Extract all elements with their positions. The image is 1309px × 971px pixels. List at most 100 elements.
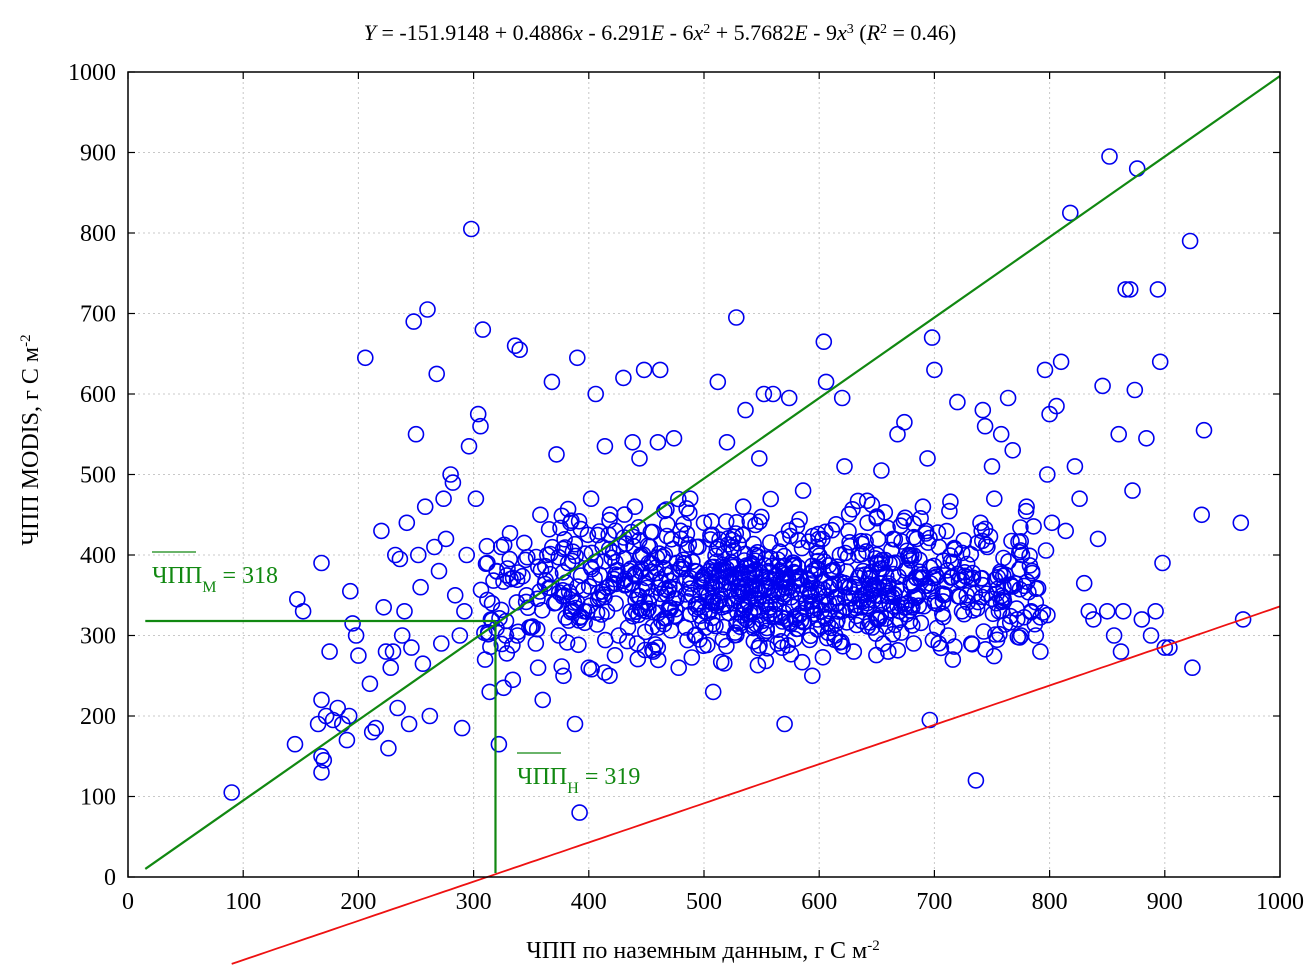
data-point xyxy=(460,437,478,455)
data-point xyxy=(817,587,835,605)
data-point xyxy=(1181,232,1199,250)
data-point xyxy=(1156,639,1174,656)
data-point xyxy=(444,474,462,491)
y-tick-label: 800 xyxy=(80,221,116,247)
data-point xyxy=(582,490,600,508)
data-point xyxy=(504,569,522,587)
data-point xyxy=(897,595,914,613)
data-point xyxy=(761,598,779,616)
data-point xyxy=(506,337,524,355)
data-point xyxy=(382,659,400,677)
data-point xyxy=(663,530,680,548)
data-point xyxy=(412,578,429,596)
data-point xyxy=(817,373,835,391)
data-point xyxy=(338,731,356,749)
data-point xyxy=(934,585,951,603)
data-point xyxy=(919,450,936,467)
data-point xyxy=(683,649,701,666)
y-tick-label: 0 xyxy=(104,865,116,891)
data-point xyxy=(978,585,995,603)
data-point xyxy=(1184,659,1201,677)
data-point xyxy=(294,602,312,620)
data-point xyxy=(814,648,832,666)
data-point xyxy=(501,550,519,568)
data-point xyxy=(286,735,304,753)
data-point xyxy=(687,596,705,613)
data-point xyxy=(556,539,574,556)
data-point xyxy=(491,609,508,627)
data-point xyxy=(879,519,896,537)
data-point xyxy=(966,585,984,603)
data-point xyxy=(367,719,385,737)
data-point xyxy=(479,591,496,609)
data-point xyxy=(554,581,572,599)
data-point xyxy=(762,550,780,567)
data-point xyxy=(601,506,619,523)
ground-mean-label: ЧППН = 319 xyxy=(517,764,640,797)
data-point xyxy=(908,530,926,548)
data-point xyxy=(386,546,404,564)
data-point xyxy=(992,425,1010,443)
data-point xyxy=(873,560,891,578)
data-point xyxy=(1117,281,1134,298)
data-point xyxy=(780,389,798,407)
data-point xyxy=(840,505,858,523)
x-axis-title: ЧПП по наземным данным, г С м-2 xyxy=(526,938,879,964)
data-point xyxy=(811,547,828,565)
data-point xyxy=(766,608,783,626)
data-point xyxy=(958,555,976,573)
data-point xyxy=(631,450,648,467)
reference-lines xyxy=(144,75,1281,965)
data-point xyxy=(955,605,973,623)
data-point xyxy=(313,554,330,572)
data-point xyxy=(421,707,439,725)
data-point xyxy=(555,667,572,685)
data-point xyxy=(964,564,982,582)
data-point xyxy=(672,558,690,576)
data-point xyxy=(892,517,909,535)
data-point xyxy=(782,645,800,663)
data-point xyxy=(727,309,745,326)
data-point xyxy=(782,588,800,606)
data-point xyxy=(874,635,892,653)
data-point xyxy=(726,624,744,641)
data-point xyxy=(822,619,840,637)
data-point xyxy=(1001,614,1019,631)
data-point xyxy=(534,691,552,709)
data-point xyxy=(550,548,568,566)
data-point xyxy=(504,636,521,654)
data-point xyxy=(462,220,480,238)
data-point xyxy=(627,603,645,620)
data-point xyxy=(953,544,971,562)
data-point xyxy=(1232,514,1250,532)
data-point xyxy=(903,617,921,634)
data-point xyxy=(731,618,749,636)
data-point xyxy=(1010,543,1028,561)
data-point xyxy=(808,600,826,618)
data-points xyxy=(223,148,1252,821)
data-point xyxy=(553,658,571,675)
data-point xyxy=(550,584,568,601)
data-point xyxy=(785,556,803,574)
data-point xyxy=(556,530,573,548)
axis-ticks: 0 100 200 300 400 500 600 700 800 900 1000 0 100 200 3… xyxy=(68,60,1304,915)
data-point xyxy=(1133,611,1151,628)
data-point xyxy=(938,522,955,540)
data-point xyxy=(552,519,569,537)
chart-title-equation: Y = -151.9148 + 0.4886x - 6.291E - 6x2 +… xyxy=(364,20,957,45)
data-point xyxy=(707,547,724,565)
data-point xyxy=(772,570,790,588)
data-point xyxy=(774,573,791,590)
data-point xyxy=(824,562,842,580)
data-point xyxy=(1017,502,1035,520)
data-point xyxy=(786,608,803,626)
data-point xyxy=(630,531,648,549)
data-point xyxy=(514,567,531,585)
data-point xyxy=(324,711,342,729)
data-point xyxy=(772,632,790,650)
data-point xyxy=(391,550,409,568)
data-point xyxy=(495,679,512,697)
data-point xyxy=(737,401,754,419)
data-point xyxy=(755,624,773,642)
data-point xyxy=(1075,574,1093,592)
